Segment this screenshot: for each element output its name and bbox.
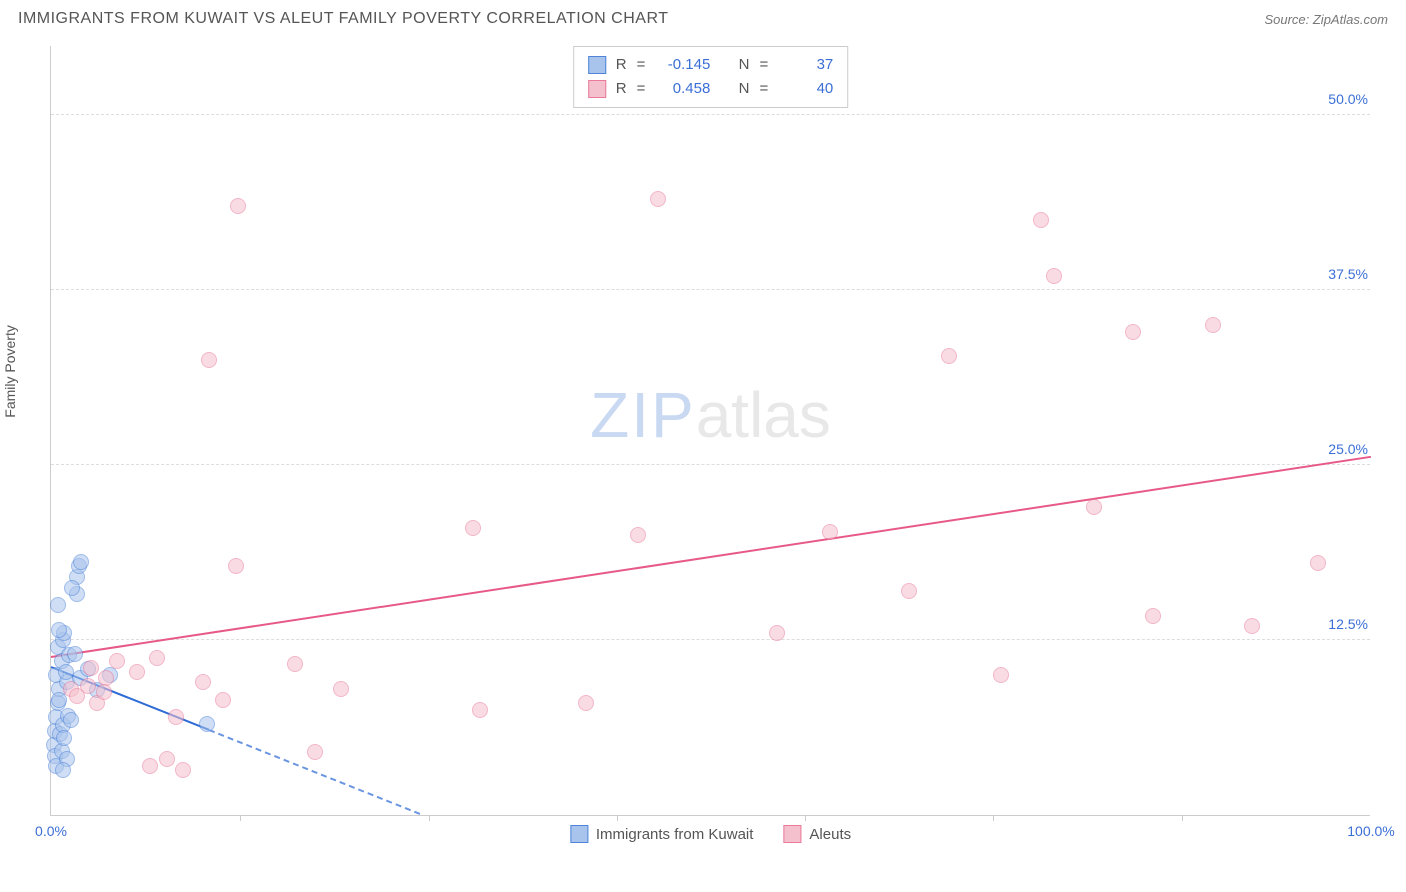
watermark-part2: atlas (696, 379, 831, 451)
data-point-aleuts (195, 674, 211, 690)
data-point-aleuts (201, 352, 217, 368)
data-point-aleuts (96, 684, 112, 700)
data-point-kuwait (63, 712, 79, 728)
data-point-kuwait (50, 597, 66, 613)
x-tick-minor (993, 815, 994, 821)
watermark-part1: ZIP (590, 379, 696, 451)
data-point-aleuts (472, 702, 488, 718)
data-point-aleuts (822, 524, 838, 540)
data-point-aleuts (215, 692, 231, 708)
correlation-stats-box: R = -0.145 N = 37 R = 0.458 N = 40 (573, 46, 849, 108)
swatch-kuwait (588, 56, 606, 74)
gridline (51, 464, 1370, 465)
data-point-aleuts (1125, 324, 1141, 340)
data-point-aleuts (287, 656, 303, 672)
n-value-aleuts: 40 (778, 77, 833, 101)
data-point-aleuts (333, 681, 349, 697)
legend-label-kuwait: Immigrants from Kuwait (596, 826, 754, 843)
data-point-aleuts (1310, 555, 1326, 571)
data-point-aleuts (109, 653, 125, 669)
data-point-aleuts (149, 650, 165, 666)
eq-sign: = (760, 77, 769, 101)
gridline (51, 639, 1370, 640)
r-value-kuwait: -0.145 (655, 53, 710, 77)
y-axis-label: Family Poverty (2, 325, 18, 418)
data-point-kuwait (67, 646, 83, 662)
r-label: R (616, 53, 627, 77)
x-tick-label: 0.0% (35, 823, 67, 839)
regression-line (51, 456, 1371, 658)
legend-swatch-kuwait (570, 825, 588, 843)
gridline (51, 289, 1370, 290)
y-tick-label: 50.0% (1324, 91, 1372, 107)
data-point-aleuts (578, 695, 594, 711)
data-point-aleuts (465, 520, 481, 536)
data-point-aleuts (159, 751, 175, 767)
data-point-aleuts (769, 625, 785, 641)
data-point-aleuts (175, 762, 191, 778)
n-value-kuwait: 37 (778, 53, 833, 77)
bottom-legend: Immigrants from Kuwait Aleuts (570, 825, 851, 843)
legend-item-kuwait: Immigrants from Kuwait (570, 825, 754, 843)
x-tick-minor (805, 815, 806, 821)
eq-sign: = (637, 77, 646, 101)
source-attribution: Source: ZipAtlas.com (1264, 12, 1388, 27)
n-label: N (739, 53, 750, 77)
data-point-aleuts (993, 667, 1009, 683)
x-tick-minor (429, 815, 430, 821)
data-point-aleuts (1205, 317, 1221, 333)
y-tick-label: 37.5% (1324, 266, 1372, 282)
swatch-aleuts (588, 80, 606, 98)
data-point-kuwait (64, 580, 80, 596)
data-point-aleuts (228, 558, 244, 574)
eq-sign: = (637, 53, 646, 77)
data-point-kuwait (51, 622, 67, 638)
regression-line-dashed (209, 729, 421, 815)
chart-container: Family Poverty ZIPatlas R = -0.145 N = 3… (0, 36, 1406, 876)
data-point-kuwait (56, 730, 72, 746)
eq-sign: = (760, 53, 769, 77)
x-tick-minor (1182, 815, 1183, 821)
data-point-kuwait (199, 716, 215, 732)
scatter-plot: ZIPatlas R = -0.145 N = 37 R = 0.458 N = (50, 46, 1370, 816)
data-point-aleuts (230, 198, 246, 214)
data-point-aleuts (83, 660, 99, 676)
r-value-aleuts: 0.458 (655, 77, 710, 101)
r-label: R (616, 77, 627, 101)
data-point-aleuts (941, 348, 957, 364)
data-point-aleuts (650, 191, 666, 207)
x-tick-minor (240, 815, 241, 821)
data-point-kuwait (73, 554, 89, 570)
data-point-aleuts (142, 758, 158, 774)
x-tick-minor (617, 815, 618, 821)
data-point-aleuts (1244, 618, 1260, 634)
legend-label-aleuts: Aleuts (809, 826, 851, 843)
stats-row-aleuts: R = 0.458 N = 40 (588, 77, 834, 101)
data-point-aleuts (1033, 212, 1049, 228)
data-point-aleuts (129, 664, 145, 680)
data-point-aleuts (307, 744, 323, 760)
stats-row-kuwait: R = -0.145 N = 37 (588, 53, 834, 77)
data-point-aleuts (1145, 608, 1161, 624)
legend-swatch-aleuts (783, 825, 801, 843)
y-tick-label: 12.5% (1324, 616, 1372, 632)
data-point-aleuts (80, 678, 96, 694)
data-point-kuwait (55, 762, 71, 778)
gridline (51, 114, 1370, 115)
legend-item-aleuts: Aleuts (783, 825, 851, 843)
data-point-aleuts (1046, 268, 1062, 284)
data-point-aleuts (901, 583, 917, 599)
y-tick-label: 25.0% (1324, 441, 1372, 457)
data-point-aleuts (630, 527, 646, 543)
watermark: ZIPatlas (590, 378, 831, 452)
data-point-aleuts (1086, 499, 1102, 515)
page-title: IMMIGRANTS FROM KUWAIT VS ALEUT FAMILY P… (18, 10, 668, 28)
x-tick-label: 100.0% (1347, 823, 1394, 839)
n-label: N (739, 77, 750, 101)
data-point-aleuts (168, 709, 184, 725)
